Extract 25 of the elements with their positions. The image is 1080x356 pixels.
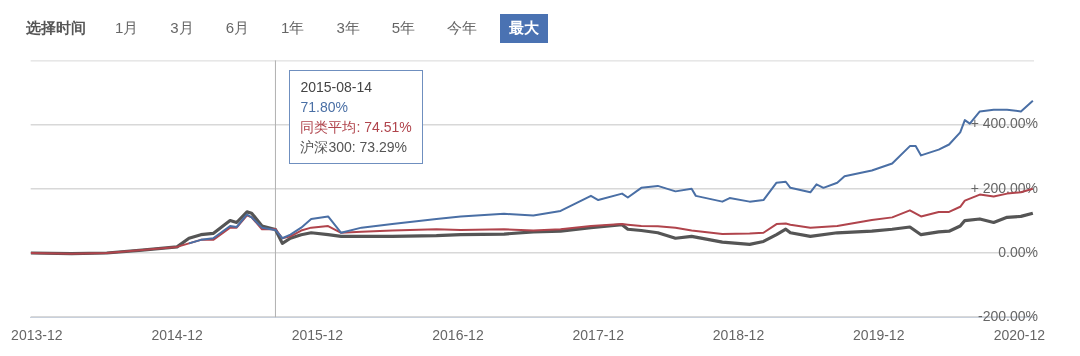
x-tick-label: 2017-12 — [572, 327, 625, 344]
text: 5年 — [390, 17, 417, 38]
y-tick-label: 0.00% — [998, 243, 1038, 260]
annotation: 71.80% — [300, 98, 349, 118]
x-tick-label: 2015-12 — [291, 327, 344, 344]
text: 最大 — [500, 13, 549, 43]
annotation: 同类平均: 74.51% — [300, 118, 412, 138]
y-tick-label: + 400.00% — [970, 115, 1038, 132]
text: 1年 — [280, 17, 306, 38]
x-tick-label: 2019-12 — [853, 327, 905, 344]
text: 1月 — [114, 17, 140, 38]
text: 3月 — [169, 17, 195, 38]
y-tick-label: -200.00% — [978, 308, 1038, 325]
x-tick-label: 2014-12 — [151, 327, 203, 344]
y-tick-label: + 200.00% — [970, 179, 1038, 196]
annotation: 2015-08-14 — [300, 78, 374, 98]
annotation: 沪深300: 73.29% — [300, 138, 409, 158]
x-tick-label: 2016-12 — [432, 327, 484, 344]
text: 今年 — [446, 17, 479, 38]
text: 3年 — [335, 17, 361, 38]
x-tick-label: 2018-12 — [712, 327, 765, 344]
text: 6月 — [224, 17, 251, 38]
chart-title: 选择时间 — [26, 18, 86, 38]
x-tick-label: 2020-12 — [993, 327, 1046, 344]
x-tick-label: 2013-12 — [11, 327, 63, 344]
